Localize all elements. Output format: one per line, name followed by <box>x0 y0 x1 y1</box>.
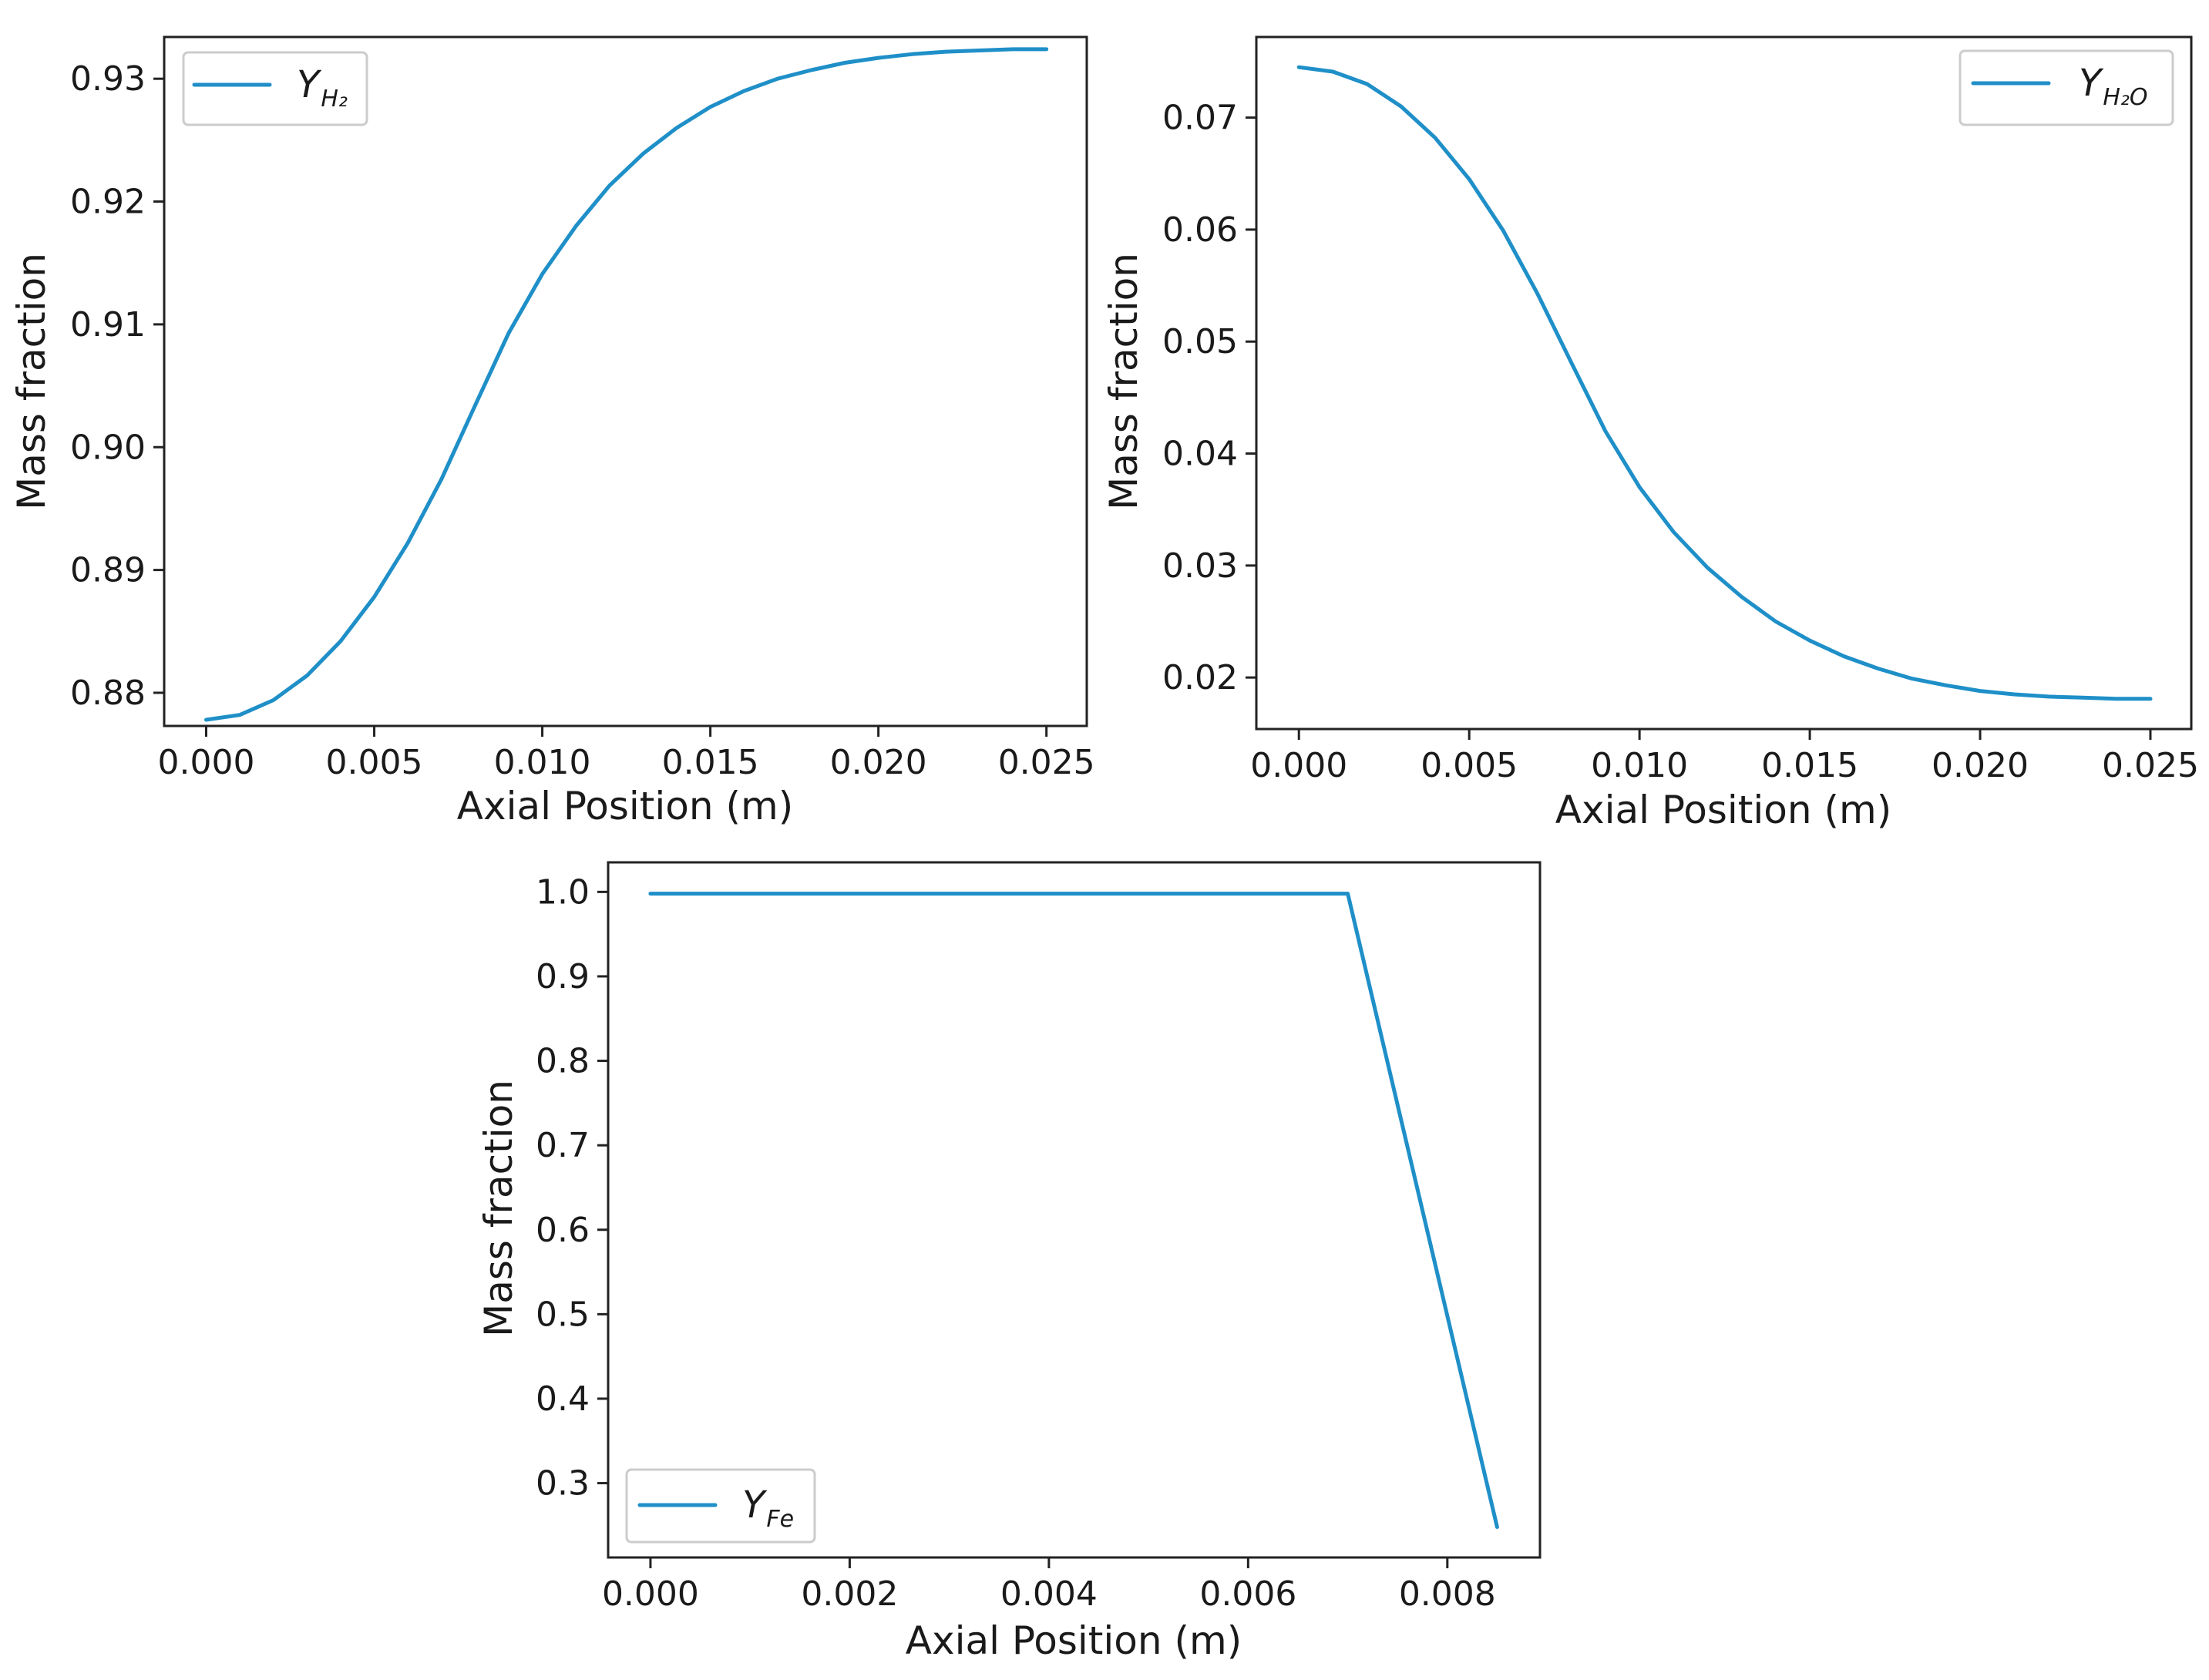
y-tick-label: 0.6 <box>536 1211 590 1250</box>
y-tick-label: 0.88 <box>70 674 146 713</box>
panel-h2o-xlabel: Axial Position (m) <box>1555 788 1891 832</box>
y-tick-label: 0.7 <box>536 1126 590 1165</box>
y-tick-label: 0.8 <box>536 1042 590 1081</box>
y-tick-label: 0.92 <box>70 183 146 222</box>
x-tick-label: 0.000 <box>1250 746 1347 785</box>
panel-h2-frame <box>163 35 1088 727</box>
legend-h2o-label: YH₂O <box>2079 62 2148 111</box>
legend-fe-main: Y <box>742 1483 768 1527</box>
x-tick-label: 0.000 <box>158 743 255 782</box>
legend-h2o-main: Y <box>2079 62 2104 105</box>
x-tick-label: 0.015 <box>662 743 759 782</box>
legend-h2-main: Y <box>297 63 322 106</box>
legend-h2-sub: H₂ <box>321 86 348 113</box>
panel-h2o: 0.000 0.005 0.010 0.015 0.020 0.025 0.02 0.03 0.… <box>1101 35 2199 832</box>
x-tick-label: 0.025 <box>2102 746 2199 785</box>
y-tick-label: 0.90 <box>70 428 146 467</box>
y-tick-label: 0.91 <box>70 305 146 344</box>
panel-fe-frame <box>607 861 1542 1559</box>
y-tick-label: 0.06 <box>1162 210 1238 250</box>
x-tick-label: 0.005 <box>1421 746 1518 785</box>
x-tick-label: 0.020 <box>830 743 927 782</box>
y-tick-label: 0.02 <box>1162 658 1238 697</box>
y-tick-label: 0.93 <box>70 59 146 99</box>
panel-h2o-ylabel: Mass fraction <box>1101 253 1146 510</box>
legend-h2: YH₂ <box>182 51 368 126</box>
legend-h2o-box <box>1959 49 2174 126</box>
legend-h2o: YH₂O <box>1959 49 2174 126</box>
panel-h2o-ticks: 0.000 0.005 0.010 0.015 0.020 0.025 0.02 0.03 0.… <box>1162 99 2199 785</box>
legend-h2-label: YH₂ <box>297 63 348 113</box>
x-tick-label: 0.006 <box>1199 1574 1296 1614</box>
x-tick-label: 0.025 <box>998 743 1095 782</box>
panel-fe-xlabel: Axial Position (m) <box>906 1618 1242 1663</box>
y-tick-label: 0.05 <box>1162 322 1238 361</box>
x-tick-label: 0.005 <box>326 743 423 782</box>
series-line-y-h2 <box>204 47 1049 722</box>
y-tick-label: 0.04 <box>1162 435 1238 474</box>
x-tick-label: 0.020 <box>1932 746 2029 785</box>
legend-fe: YFe <box>625 1468 816 1544</box>
x-tick-label: 0.000 <box>602 1574 699 1614</box>
x-tick-label: 0.010 <box>494 743 591 782</box>
legend-fe-box <box>625 1468 816 1544</box>
panel-h2: 0.000 0.005 0.010 0.015 0.020 0.025 0.88 0.89 0.… <box>9 35 1095 828</box>
y-tick-label: 1.0 <box>536 872 590 912</box>
y-tick-label: 0.3 <box>536 1464 590 1504</box>
y-tick-label: 0.9 <box>536 957 590 996</box>
x-tick-label: 0.008 <box>1399 1574 1496 1614</box>
y-tick-label: 0.07 <box>1162 99 1238 138</box>
series-line-y-h2o <box>1296 65 2153 701</box>
legend-h2-box <box>182 51 368 126</box>
legend-fe-label: YFe <box>742 1483 794 1533</box>
panel-h2-ylabel: Mass fraction <box>9 253 54 510</box>
panel-h2o-frame <box>1255 35 2193 731</box>
legend-h2o-sub: H₂O <box>2103 84 2147 111</box>
x-tick-label: 0.010 <box>1591 746 1688 785</box>
x-tick-label: 0.015 <box>1761 746 1858 785</box>
panel-h2-xlabel: Axial Position (m) <box>457 784 793 828</box>
y-tick-label: 0.5 <box>536 1295 590 1334</box>
x-tick-label: 0.004 <box>1000 1574 1098 1614</box>
x-tick-label: 0.002 <box>801 1574 898 1614</box>
y-tick-label: 0.89 <box>70 551 146 590</box>
y-tick-label: 0.03 <box>1162 546 1238 586</box>
panel-fe: 0.000 0.002 0.004 0.006 0.008 0.3 0.4 0.5 0.6 0.7… <box>476 861 1542 1663</box>
series-line-y-fe <box>648 892 1499 1529</box>
legend-fe-sub: Fe <box>766 1506 794 1533</box>
panel-h2-ticks: 0.000 0.005 0.010 0.015 0.020 0.025 0.88 0.89 0.… <box>70 59 1095 782</box>
panel-fe-ticks: 0.000 0.002 0.004 0.006 0.008 0.3 0.4 0.5 0.6 0.7… <box>536 872 1496 1614</box>
panel-fe-ylabel: Mass fraction <box>476 1080 521 1337</box>
y-tick-label: 0.4 <box>536 1379 590 1419</box>
